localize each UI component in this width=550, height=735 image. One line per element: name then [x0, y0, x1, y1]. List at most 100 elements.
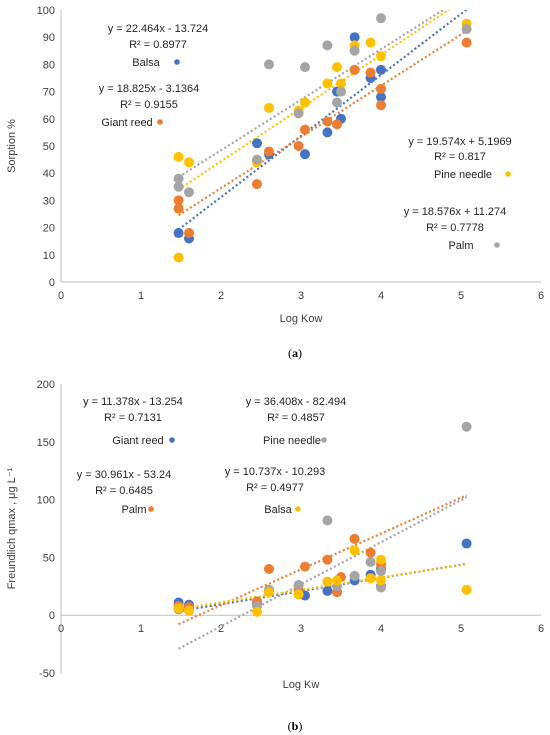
- chart-b-point-palm: [365, 547, 376, 558]
- chart-b-point-balsa: [173, 603, 184, 614]
- chart-a: 0 10 20 30 40 50 60 70 80 90 100 0 1 2 3 4 5 6 Log Kow Sorp…: [6, 5, 544, 360]
- chart-b-point-pine-needle: [376, 566, 386, 577]
- chart-a-y-tick-label: 100: [37, 5, 55, 17]
- chart-a-r2-pine-needle: R² = 0.817: [434, 151, 486, 163]
- chart-b-y-tick-label: 0: [49, 610, 55, 622]
- chart-b-y-tick-label: 200: [37, 379, 55, 391]
- chart-a-point-pine-needle: [322, 78, 333, 89]
- chart-a-point-giant-reed: [173, 195, 184, 206]
- chart-a-equation-balsa: y = 22.464x - 13.724: [108, 23, 209, 35]
- chart-b-x-tick-label: 0: [58, 623, 64, 635]
- chart-b-point-balsa: [349, 545, 360, 556]
- chart-a-point-giant-reed: [365, 67, 376, 78]
- chart-a-equation-pine-needle: y = 19.574x + 5.1969: [408, 136, 511, 148]
- chart-b-point-balsa: [376, 575, 386, 586]
- chart-a-point-balsa: [376, 92, 386, 103]
- chart-a-point-palm: [184, 187, 194, 198]
- chart-b-equation-balsa: y = 10.737x - 10.293: [225, 466, 326, 478]
- chart-a-legend-marker-balsa: [174, 59, 180, 65]
- chart-a-point-giant-reed: [332, 119, 342, 130]
- chart-b-point-giant-reed: [461, 538, 472, 549]
- chart-b-panel-label: (b): [288, 719, 303, 733]
- chart-b-point-pine-needle: [376, 582, 386, 593]
- chart-a-point-giant-reed: [264, 146, 274, 157]
- chart-a-y-axis-title: Sorption %: [6, 119, 18, 173]
- chart-b-series-name-balsa: Balsa: [264, 504, 292, 516]
- chart-b-x-tick-label: 2: [218, 623, 224, 635]
- chart-b-y-tick-label: 100: [37, 495, 55, 507]
- chart-a-point-giant-reed: [293, 141, 304, 151]
- chart-b-point-balsa: [332, 575, 342, 586]
- chart-b-x-tick-label: 1: [138, 623, 144, 635]
- chart-b-legend-marker-palm: [148, 506, 154, 512]
- chart-a-x-tick-label: 3: [298, 290, 304, 302]
- chart-b-y-tick-label: 50: [43, 552, 55, 564]
- chart-a-point-palm: [173, 173, 184, 184]
- chart-a-point-giant-reed: [300, 124, 310, 135]
- chart-b-point-balsa: [365, 573, 376, 584]
- chart-a-y-tick-label: 0: [49, 277, 55, 289]
- chart-b-point-pine-needle: [365, 557, 376, 568]
- chart-a-trendline-palm: [178, 10, 446, 178]
- chart-b: -50 0 50 100 150 200 0 1 2 3 4 5 6 Log Kw Freundlich q…: [6, 379, 544, 733]
- chart-a-point-giant-reed: [173, 203, 184, 214]
- chart-a-point-pine-needle: [264, 102, 274, 113]
- chart-a-point-balsa: [349, 32, 360, 43]
- chart-a-legend-marker-palm: [494, 242, 500, 248]
- chart-b-equation-palm: y = 30.961x - 53.24: [77, 469, 171, 481]
- chart-b-point-balsa: [264, 587, 274, 598]
- chart-a-point-pine-needle: [376, 51, 386, 62]
- chart-a-point-palm: [300, 62, 310, 73]
- chart-b-x-tick-label: 6: [538, 623, 544, 635]
- chart-a-point-pine-needle: [173, 151, 184, 162]
- chart-a-legend-marker-pine-needle: [505, 171, 511, 177]
- chart-a-r2-giant-reed: R² = 0.9155: [120, 99, 178, 111]
- chart-a-y-tick-label: 50: [43, 141, 55, 153]
- chart-a-panel-label: (a): [288, 346, 302, 360]
- chart-b-point-giant-reed: [322, 585, 333, 596]
- chart-a-point-balsa: [300, 149, 310, 160]
- chart-b-y-tick-label: -50: [39, 668, 55, 680]
- chart-a-point-giant-reed: [376, 83, 386, 94]
- chart-a-point-balsa: [376, 64, 386, 75]
- chart-a-point-palm: [322, 40, 333, 51]
- chart-b-plot: -50 0 50 100 150 200 0 1 2 3 4 5 6 Log Kw Freundlich q…: [6, 379, 544, 733]
- chart-b-point-palm: [349, 533, 360, 544]
- chart-a-trendline-giant-reed: [178, 30, 468, 217]
- chart-b-trendline-pine-needle: [178, 496, 468, 650]
- chart-a-r2-balsa: R² = 0.8977: [129, 39, 187, 51]
- chart-a-point-giant-reed: [349, 64, 360, 75]
- chart-a-x-tick-label: 1: [138, 290, 144, 302]
- chart-b-y-tick-label: 150: [37, 437, 55, 449]
- chart-b-equation-pine-needle: y = 36.408x - 82.494: [246, 396, 347, 408]
- chart-b-point-balsa: [252, 606, 262, 617]
- chart-a-point-palm: [293, 108, 304, 119]
- chart-a-y-tick-label: 10: [43, 250, 55, 262]
- chart-a-point-palm: [336, 86, 346, 97]
- chart-b-point-pine-needle: [293, 580, 304, 591]
- chart-a-y-tick-label: 70: [43, 87, 55, 99]
- chart-a-point-pine-needle: [365, 37, 376, 48]
- chart-a-point-giant-reed: [322, 116, 333, 127]
- chart-a-point-giant-reed: [252, 179, 262, 190]
- chart-a-equation-giant-reed: y = 18.825x - 3.1364: [99, 83, 200, 95]
- chart-b-series-name-giant-reed: Giant reed: [112, 435, 163, 447]
- chart-a-r2-palm: R² = 0.7778: [426, 222, 484, 234]
- chart-b-legend-marker-giant-reed: [169, 437, 175, 443]
- chart-a-x-tick-label: 6: [538, 290, 544, 302]
- chart-a-series-name-pine-needle: Pine needle: [434, 169, 492, 181]
- chart-a-plot: 0 10 20 30 40 50 60 70 80 90 100 0 1 2 3 4 5 6 Log Kow Sorp…: [6, 5, 544, 360]
- chart-a-y-tick-label: 80: [43, 59, 55, 71]
- chart-a-series-name-giant-reed: Giant reed: [101, 117, 152, 129]
- chart-b-point-palm: [300, 561, 310, 572]
- chart-b-x-tick-label: 5: [458, 623, 464, 635]
- chart-a-point-pine-needle: [173, 252, 184, 263]
- chart-b-x-tick-label: 4: [378, 623, 384, 635]
- chart-a-point-giant-reed: [376, 100, 386, 111]
- chart-b-r2-balsa: R² = 0.4977: [246, 482, 304, 494]
- chart-b-point-pine-needle: [349, 570, 360, 581]
- chart-b-point-balsa: [293, 589, 304, 600]
- chart-b-point-balsa: [322, 576, 333, 587]
- chart-a-point-pine-needle: [184, 157, 194, 168]
- chart-a-point-giant-reed: [461, 37, 472, 48]
